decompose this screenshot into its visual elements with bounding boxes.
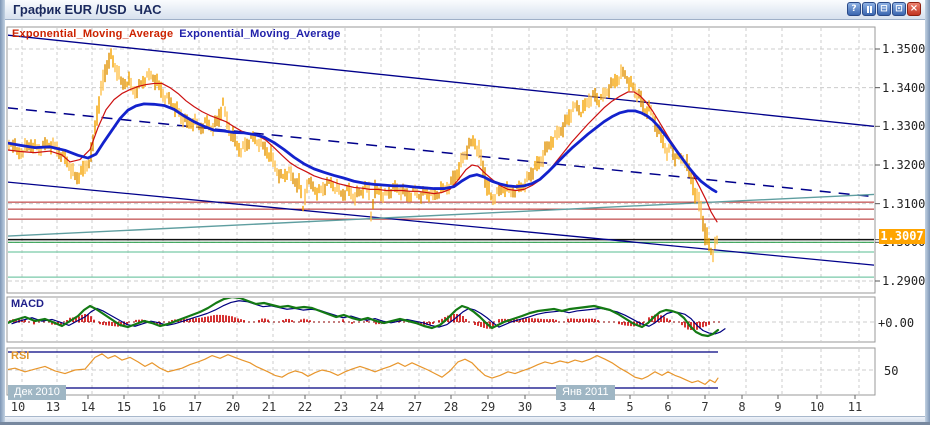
- day-tick-label: 15: [116, 400, 132, 414]
- day-tick-label: 11: [847, 400, 863, 414]
- legend-ema-slow: Exponential_Moving_Average: [179, 28, 341, 40]
- day-tick-label: 5: [626, 400, 634, 414]
- day-tick-label: 22: [297, 400, 313, 414]
- price-tick-label: 1.2900: [882, 274, 926, 288]
- day-tick-label: 16: [151, 400, 167, 414]
- title-bar[interactable]: График EUR /USD ЧАС ? ⊟ ⊡ ×: [5, 0, 925, 20]
- day-tick-label: 27: [407, 400, 423, 414]
- day-tick-label: 8: [738, 400, 746, 414]
- restore-button[interactable]: ⊡: [892, 2, 906, 16]
- minimize-button[interactable]: ⊟: [877, 2, 891, 16]
- day-tick-label: 6: [664, 400, 672, 414]
- legend-ema-fast: Exponential_Moving_Average: [12, 28, 174, 40]
- day-tick-label: 14: [80, 400, 96, 414]
- day-tick-label: 23: [333, 400, 349, 414]
- macd-panel[interactable]: [6, 296, 876, 343]
- price-tick-label: 1.3100: [882, 196, 926, 211]
- price-tick-label: 1.3300: [882, 119, 926, 134]
- day-tick-label: 17: [187, 400, 203, 414]
- day-tick-label: 20: [225, 400, 241, 414]
- restore-icon: ⊡: [895, 3, 903, 14]
- pause-icon: [866, 5, 872, 13]
- close-icon: ×: [909, 3, 919, 14]
- day-tick-label: 30: [517, 400, 533, 414]
- day-tick-label: 28: [443, 400, 459, 414]
- rsi-panel-label: RSI: [11, 350, 30, 362]
- macd-zero-label: +0.00: [878, 316, 915, 330]
- pause-button[interactable]: [862, 2, 876, 16]
- window-buttons: ? ⊟ ⊡ ×: [847, 2, 921, 16]
- day-tick-label: 24: [369, 400, 385, 414]
- window-border-left: [0, 0, 5, 425]
- help-button[interactable]: ?: [847, 2, 861, 16]
- window-border-bottom: [0, 422, 930, 425]
- day-tick-label: 21: [261, 400, 277, 414]
- window-title: График EUR /USD ЧАС: [13, 2, 162, 17]
- indicator-legend: Exponential_Moving_Average Exponential_Mo…: [12, 28, 341, 40]
- day-tick-label: 4: [588, 400, 596, 414]
- day-tick-label: 10: [809, 400, 825, 414]
- day-tick-label: 7: [701, 400, 709, 414]
- current-price-badge: 1.3007: [879, 229, 925, 244]
- rsi-mid-label: 50: [884, 364, 899, 378]
- day-tick-label: 3: [559, 400, 567, 414]
- macd-panel-label: MACD: [11, 298, 44, 310]
- price-tick-label: 1.3500: [882, 42, 926, 56]
- day-tick-label: 13: [45, 400, 61, 414]
- price-tick-label: 1.3200: [882, 158, 926, 172]
- month-box-jan: Янв 2011: [556, 385, 615, 400]
- day-tick-label: 9: [774, 400, 782, 414]
- window-border-right: [925, 0, 930, 425]
- day-tick-label: 29: [480, 400, 496, 414]
- minimize-icon: ⊟: [880, 3, 888, 14]
- price-tick-label: 1.3400: [882, 80, 926, 95]
- close-button[interactable]: ×: [907, 2, 921, 16]
- rsi-panel[interactable]: [6, 347, 876, 396]
- day-tick-label: 10: [10, 400, 26, 414]
- month-box-dec: Дек 2010: [8, 385, 66, 400]
